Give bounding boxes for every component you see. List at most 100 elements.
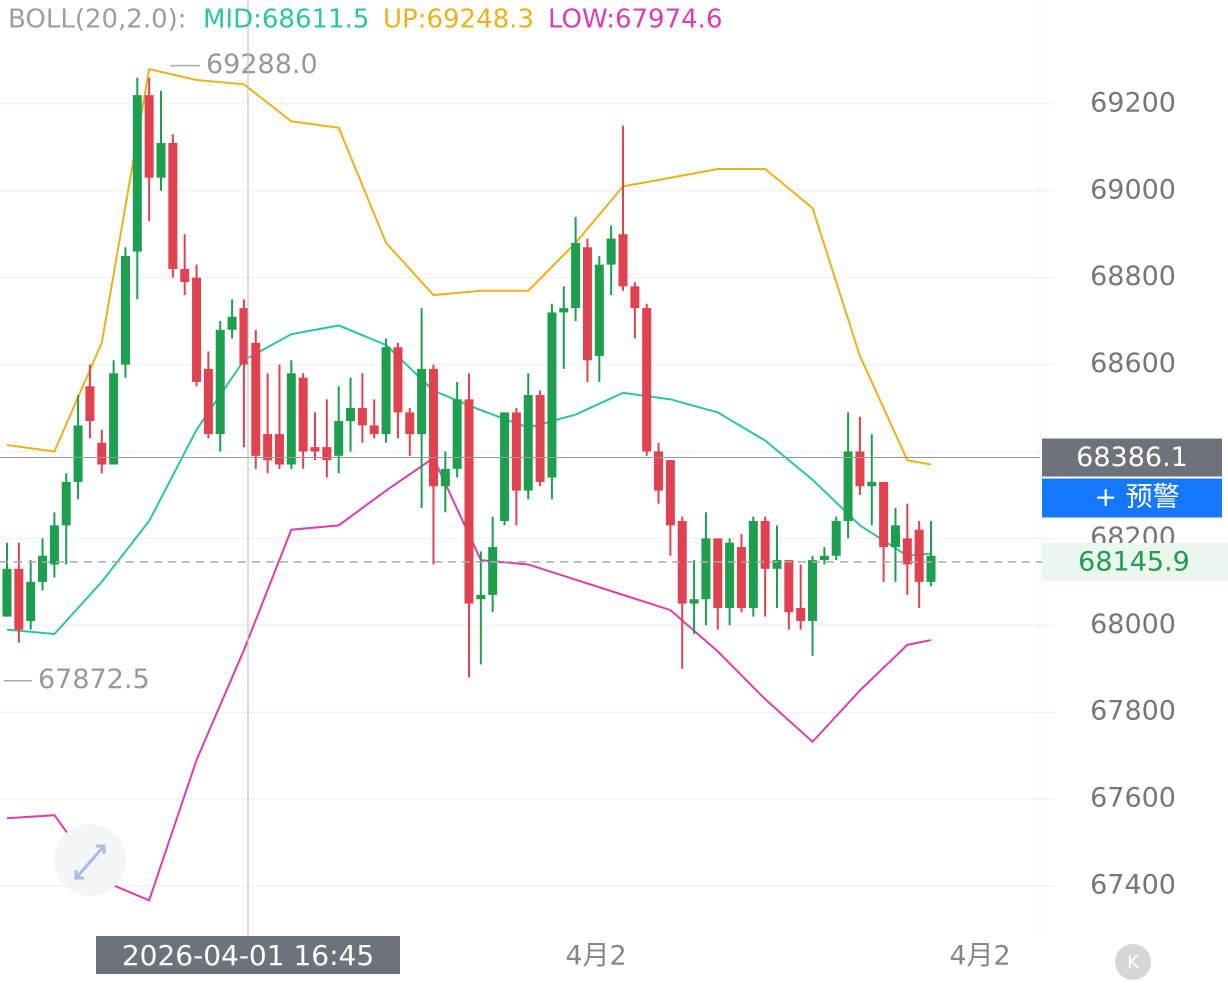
candle-body [263, 434, 273, 461]
band-line [6, 324, 932, 636]
candle-body [713, 538, 723, 608]
candle-body [2, 568, 12, 617]
candle-body [725, 542, 735, 608]
candle-body [381, 347, 391, 435]
candle-body [843, 451, 853, 522]
max-label: 69288.0 [206, 49, 318, 80]
indicator-mid: MID:68611.5 [203, 5, 369, 35]
crosshair-time: 2026-04-01 16:45 [122, 939, 374, 972]
candle-body [760, 521, 770, 569]
candle-body [322, 447, 332, 461]
y-tick-label: 68800 [1090, 261, 1176, 292]
candle-body [274, 434, 284, 465]
crosshair-price-bg [1042, 438, 1222, 477]
candle-body [476, 594, 486, 600]
candle-body [286, 373, 296, 465]
candle-body [73, 425, 83, 482]
y-tick-label: 67800 [1090, 696, 1176, 727]
y-tick-label: 67400 [1090, 870, 1176, 901]
candle-body [203, 368, 213, 435]
k-button[interactable] [1115, 944, 1151, 980]
candle-body [606, 238, 616, 265]
candle-body [227, 316, 237, 330]
candle-body [417, 368, 427, 435]
alert-button[interactable]: + 预警 [1094, 482, 1179, 513]
candle-body [867, 481, 877, 487]
y-tick-label: 68600 [1090, 348, 1176, 379]
candle-body [26, 581, 36, 621]
candle-body [428, 368, 438, 487]
x-label: 4月2 [565, 941, 626, 972]
candle-body [97, 442, 107, 465]
candle-body [405, 412, 415, 435]
candle-body [831, 521, 841, 556]
candle-body [192, 277, 202, 382]
candle-body [180, 268, 190, 283]
candle-body [346, 408, 356, 422]
candle-body [748, 521, 758, 608]
candle-body [168, 142, 178, 269]
candle-body [630, 286, 640, 309]
candle-body [369, 425, 379, 435]
candle-body [582, 247, 592, 361]
candle-body [61, 481, 71, 526]
k-button-label[interactable]: K [1127, 952, 1140, 973]
last-price-bg [1042, 542, 1228, 581]
x-label: 4月2 [949, 941, 1010, 972]
candle-body [772, 560, 782, 569]
candle-body [559, 308, 569, 313]
y-tick-label: 69200 [1090, 87, 1176, 118]
alert-button-bg[interactable] [1042, 478, 1222, 518]
candle-body [511, 412, 521, 491]
candle-body [535, 394, 545, 482]
candle-body [677, 521, 687, 604]
candle-body [665, 460, 675, 526]
candle-body [902, 538, 912, 565]
indicator-low: LOW:67974.6 [548, 5, 722, 35]
indicator-up: UP:69248.3 [383, 5, 534, 35]
candle-body [701, 538, 711, 600]
candle-body [890, 525, 900, 548]
candle-body [440, 468, 450, 487]
candle-body [251, 342, 261, 456]
candle-body [796, 607, 806, 621]
candle-body [736, 547, 746, 608]
y-tick-label: 68000 [1090, 609, 1176, 640]
candle-body [500, 412, 510, 522]
candle-body [38, 555, 48, 582]
candle-body [642, 308, 652, 452]
candle-body [239, 308, 249, 365]
candle-body [547, 312, 557, 478]
candle-body [120, 255, 130, 365]
candle-body [488, 547, 498, 595]
candle-body [156, 142, 166, 178]
candle-body [215, 329, 225, 435]
y-tick-label: 69000 [1090, 174, 1176, 205]
candle-body [618, 234, 628, 287]
y-tick-label: 67600 [1090, 783, 1176, 814]
candle-body [334, 421, 344, 456]
candle-body [855, 451, 865, 487]
candle-body [109, 373, 119, 465]
candle-body [594, 264, 604, 356]
candle-body [914, 529, 924, 582]
candle-body [784, 560, 794, 613]
candle-body [310, 447, 320, 452]
candle-body [85, 386, 95, 422]
candle-body [393, 347, 403, 413]
candle-body [452, 399, 462, 469]
candle-body [879, 481, 889, 548]
candle-body [144, 95, 154, 178]
candle-body [464, 399, 474, 604]
expand-icon[interactable] [74, 844, 106, 880]
candle-body [819, 555, 829, 561]
candle-body [689, 599, 699, 604]
candle-body [808, 560, 818, 621]
candle-body [571, 242, 581, 309]
candle-body [357, 408, 367, 426]
band-line [6, 67, 932, 466]
crosshair-price: 68386.1 [1076, 442, 1188, 473]
indicator-name: BOLL(20,2.0): [8, 5, 187, 35]
candle-body [654, 451, 664, 491]
